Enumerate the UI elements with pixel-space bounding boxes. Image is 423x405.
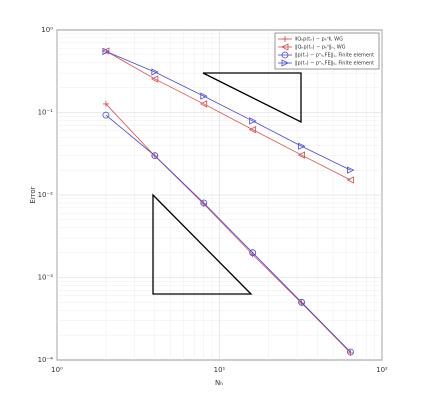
y-tick-label: 10⁰ (41, 26, 53, 34)
marker (200, 92, 208, 100)
y-tick-label: 10⁻⁴ (38, 356, 54, 364)
slope-triangle (152, 193, 253, 295)
marker (102, 100, 109, 107)
marker (199, 100, 208, 108)
series-line (105, 50, 351, 181)
marker (102, 47, 110, 56)
marker (249, 249, 257, 257)
marker (249, 117, 257, 125)
slope-triangle (202, 72, 302, 124)
marker (346, 176, 354, 184)
legend-label: ⦀Qₕp(tₙ) − pₕⁿ⦀, WG (295, 37, 343, 43)
y-tick-label: 10⁻³ (38, 274, 54, 282)
marker (150, 75, 159, 83)
marker (281, 51, 289, 59)
x-tick-label: 10¹ (214, 366, 226, 374)
legend-label: ‖p(tₙ) − pⁿₕ,FE‖₀, Finite element (295, 61, 374, 67)
legend-box (274, 32, 380, 70)
marker (281, 43, 289, 51)
marker (200, 199, 208, 207)
legend-label: ‖p(tₙ) − pⁿₕ,FE‖₁, Finite element (295, 53, 374, 59)
marker (102, 111, 110, 119)
marker (347, 348, 354, 356)
marker (151, 68, 159, 76)
x-axis-label: Nₕ (215, 379, 223, 387)
marker (297, 151, 305, 159)
y-axis-label: Error (29, 186, 37, 203)
y-tick-label: 10⁻¹ (38, 109, 54, 117)
series-line (105, 51, 351, 171)
marker (298, 142, 306, 150)
marker (281, 59, 289, 67)
marker (347, 166, 355, 174)
legend-label: ‖Qₕp(tₙ) − pₕⁿ‖ₕ, WG (295, 45, 346, 51)
marker (248, 125, 257, 134)
marker (282, 36, 288, 42)
x-tick-label: 10² (376, 366, 388, 374)
x-tick-label: 10⁰ (51, 366, 63, 374)
y-tick-label: 10⁻² (38, 191, 54, 199)
marker (298, 298, 305, 306)
series-line (105, 103, 351, 354)
marker (151, 152, 159, 160)
grid (56, 29, 383, 361)
legend: ⦀Qₕp(tₙ) − pₕⁿ⦀, WG ‖Qₕp(tₙ) − pₕⁿ‖ₕ, WG ‖… (274, 32, 380, 70)
series-line (105, 114, 351, 353)
